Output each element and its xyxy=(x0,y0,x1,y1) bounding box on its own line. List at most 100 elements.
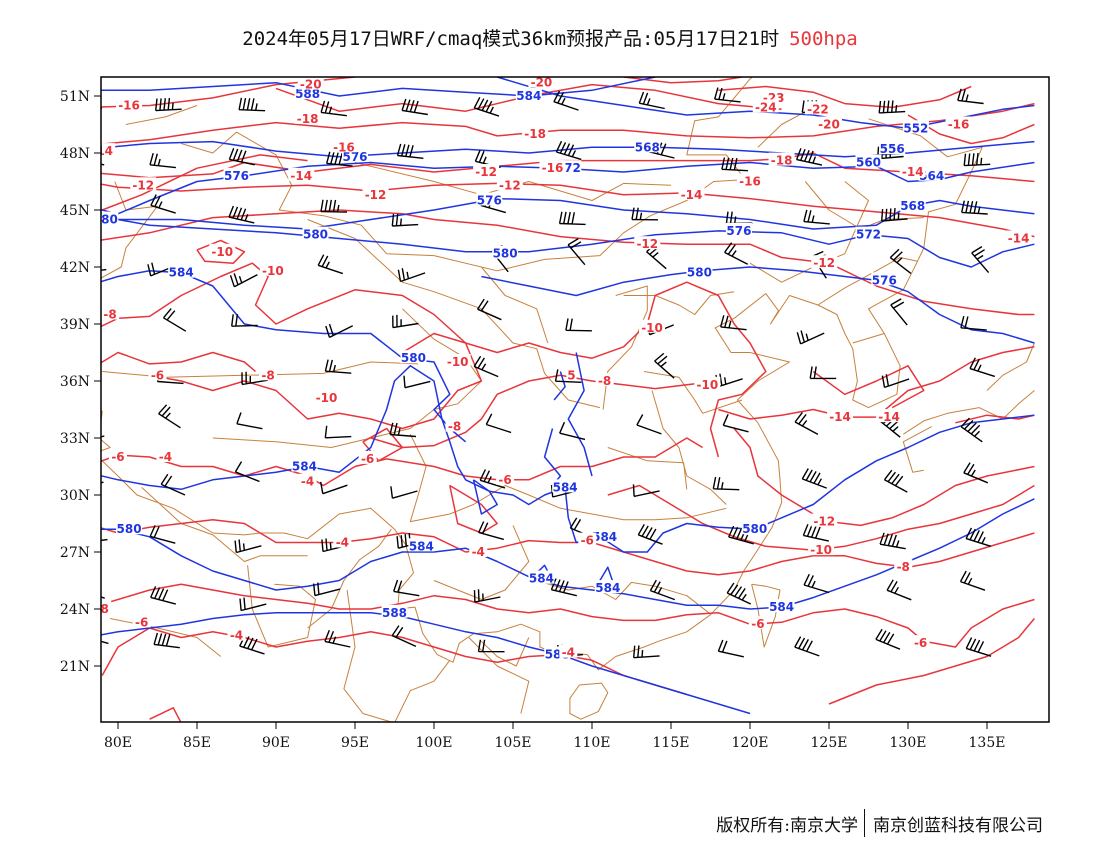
lat-tick-label: 36N xyxy=(60,374,90,390)
lon-tick-label: 130E xyxy=(890,735,927,751)
wind-barb-shape xyxy=(959,570,986,591)
height-contour-label: 580 xyxy=(742,522,767,536)
border-line xyxy=(307,219,601,409)
temperature-contour-line xyxy=(101,627,688,696)
height-contour-label: 576 xyxy=(872,273,897,287)
temperature-contour-label: -18 xyxy=(524,127,546,141)
wind-barb-shape xyxy=(473,355,499,378)
wind-barb-shape xyxy=(554,369,582,383)
wind-barb xyxy=(809,366,837,380)
lon-tick-label: 95E xyxy=(341,735,369,751)
temperature-contour-label-bg xyxy=(298,473,317,487)
wind-barb xyxy=(324,630,351,648)
temperature-contour-label-bg xyxy=(1005,230,1032,244)
wind-barb-shape xyxy=(153,632,180,649)
lon-tick-label: 105E xyxy=(495,735,532,751)
wind-barb-shape xyxy=(724,242,749,265)
temperature-contour-label-bg xyxy=(639,319,666,333)
height-contour-label: 580 xyxy=(93,213,118,227)
temperature-contour-label-bg xyxy=(288,167,315,181)
wind-barb xyxy=(965,527,992,547)
temperature-contour-label-bg xyxy=(156,449,175,462)
wind-barb xyxy=(632,484,660,498)
wind-barb-shape xyxy=(555,140,582,161)
border-line xyxy=(481,266,549,344)
temperature-contour-label: -16 xyxy=(333,140,355,154)
temperature-contour-line xyxy=(812,365,925,409)
temperature-contour-line xyxy=(101,154,308,211)
temperature-contour-line xyxy=(101,437,703,487)
wind-barb-shape xyxy=(637,524,663,545)
wind-barb-shape xyxy=(324,359,352,374)
temperature-contour-label: -14 xyxy=(91,144,113,158)
border-line xyxy=(101,181,158,279)
height-contour-label: 580 xyxy=(117,522,142,536)
wind-barb xyxy=(162,308,187,332)
height-contour-line xyxy=(472,479,498,515)
wind-barb xyxy=(889,248,912,274)
wind-barb xyxy=(554,369,582,383)
wind-barb-shape xyxy=(875,628,901,650)
wind-barb-shape xyxy=(726,582,751,605)
wind-barb-shape xyxy=(712,476,740,491)
temperature-contour-label: -12 xyxy=(132,178,154,192)
wind-barb-shape xyxy=(162,308,187,332)
temperature-contour-label-bg xyxy=(752,99,779,113)
border-line xyxy=(409,433,727,523)
wind-barb-shape xyxy=(390,486,418,499)
lat-tick-label: 51N xyxy=(60,89,90,105)
height-contour-label: 584 xyxy=(516,89,541,103)
wind-barb xyxy=(325,323,354,339)
wind-barb xyxy=(802,523,829,542)
lat-tick-label: 21N xyxy=(60,659,90,675)
height-contour-line xyxy=(101,612,751,715)
footer-credits: 版权所有:南京大学 南京创蓝科技有限公司 xyxy=(716,808,1043,838)
lon-tick-label: 85E xyxy=(183,735,211,751)
map-plot-area: 588 5845685765725765565605525645685765805… xyxy=(91,77,1035,722)
wind-barb-shape xyxy=(320,100,347,117)
wind-barb-shape xyxy=(802,523,829,542)
lat-tick-label: 27N xyxy=(60,545,90,561)
wind-barb-shape xyxy=(403,375,431,389)
wind-barb xyxy=(473,589,501,603)
height-contour-label: 572 xyxy=(856,228,881,242)
height-contour-line xyxy=(553,371,566,401)
wind-barb-shape xyxy=(881,374,910,389)
lat-tick-label: 48N xyxy=(60,146,90,162)
temperature-contour-label: -12 xyxy=(365,188,387,202)
lon-tick-label: 90E xyxy=(262,735,290,751)
wind-barb-shape xyxy=(326,151,353,167)
wind-barb xyxy=(724,242,749,265)
wind-barb xyxy=(391,213,419,227)
temperature-contour-label: -12 xyxy=(636,237,658,251)
temperature-contour-label-bg xyxy=(362,186,389,200)
temperature-contour-label: -14 xyxy=(829,410,851,424)
wind-barb-shape xyxy=(478,521,504,541)
temperature-contour-label: -6 xyxy=(111,450,124,464)
height-contour-label-bg xyxy=(634,139,661,153)
wind-barb xyxy=(150,586,176,605)
wind-barb xyxy=(801,468,827,489)
wind-barb-shape xyxy=(638,91,665,110)
temperature-contour-line xyxy=(718,346,1035,420)
border-line xyxy=(986,342,1035,391)
border-line xyxy=(607,447,688,490)
height-contour-label-bg xyxy=(381,604,408,618)
temperature-contour-label: -10 xyxy=(262,264,284,278)
wind-barb xyxy=(473,96,500,117)
border-line xyxy=(817,118,983,306)
wind-barb xyxy=(101,538,108,542)
wind-barb xyxy=(726,582,751,605)
lon-tick-label: 115E xyxy=(653,735,690,751)
temperature-contour-label-bg xyxy=(811,513,838,527)
temperature-contour-label-bg xyxy=(333,534,352,548)
height-contour-label-bg xyxy=(515,88,542,101)
temperature-contour-label-bg xyxy=(313,390,340,404)
temperature-contour-label: -16 xyxy=(739,175,761,189)
height-contour-line xyxy=(101,365,1035,553)
temperature-contour-label-bg xyxy=(101,306,120,320)
temperature-contour-label: -12 xyxy=(813,515,835,529)
footer-separator xyxy=(864,809,865,837)
wind-barb xyxy=(477,639,505,653)
wind-barb-shape xyxy=(313,582,341,597)
